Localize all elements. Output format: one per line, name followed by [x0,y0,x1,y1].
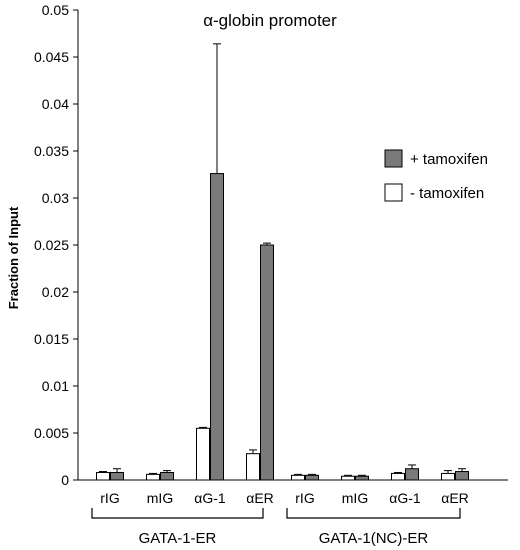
bar-plus-tamoxifen [455,471,469,481]
group-bracket [91,508,264,519]
legend-swatch [384,183,403,202]
x-tick-label: αER [246,490,274,506]
legend-label: + tamoxifen [410,151,488,168]
y-tick-label: 0.05 [42,2,69,18]
bar-minus-tamoxifen [341,475,355,481]
bar-minus-tamoxifen [291,474,305,481]
bar-plus-tamoxifen [305,474,319,481]
x-tick-label: mIG [147,490,173,506]
y-tick-label: 0.04 [42,96,69,112]
bar-plus-tamoxifen [110,471,124,481]
x-tick-label: αER [441,490,469,506]
group-label: GATA-1(NC)-ER [319,530,429,547]
bar-minus-tamoxifen [96,471,110,481]
y-tick-label: 0.03 [42,190,69,206]
y-tick-label: 0.005 [34,425,69,441]
bar-plus-tamoxifen [260,244,274,481]
bar-minus-tamoxifen [441,472,455,481]
bar-minus-tamoxifen [146,473,160,481]
y-tick-label: 0.025 [34,237,69,253]
bars [96,43,469,481]
group-brackets: GATA-1-ER GATA-1(NC)-ER [91,508,461,547]
x-tick-label: rIG [100,490,119,506]
legend-swatch [384,149,403,168]
bar-minus-tamoxifen [196,427,210,481]
x-tick-label: αG-1 [194,490,226,506]
x-tick-labels: rIG mIG αG-1 αER rIG mIG αG-1 αER [100,490,469,506]
y-tick-label: 0.02 [42,284,69,300]
axes: 0 0.005 0.01 0.015 0.02 0.025 0.03 0.035 0.04 0.0… [34,2,508,488]
bar-minus-tamoxifen [246,453,260,481]
y-tick-label: 0.045 [34,49,69,65]
group-bracket [286,508,461,519]
chart-title: α-globin promoter [203,11,337,30]
x-tick-label: rIG [295,490,314,506]
bar-plus-tamoxifen [160,471,174,481]
y-axis-label: Fraction of Input [6,206,21,309]
bar-plus-tamoxifen [210,173,224,481]
y-tick-label: 0.035 [34,143,69,159]
x-tick-label: mIG [342,490,368,506]
bar-plus-tamoxifen [355,475,369,481]
y-tick-label: 0 [61,472,69,488]
legend: + tamoxifen - tamoxifen [384,149,488,202]
y-tick-label: 0.015 [34,331,69,347]
x-tick-label: αG-1 [389,490,421,506]
group-label: GATA-1-ER [139,530,217,547]
legend-label: - tamoxifen [410,185,484,202]
y-tick-label: 0.01 [42,378,69,394]
bar-plus-tamoxifen [405,468,419,481]
bar-minus-tamoxifen [391,472,405,481]
